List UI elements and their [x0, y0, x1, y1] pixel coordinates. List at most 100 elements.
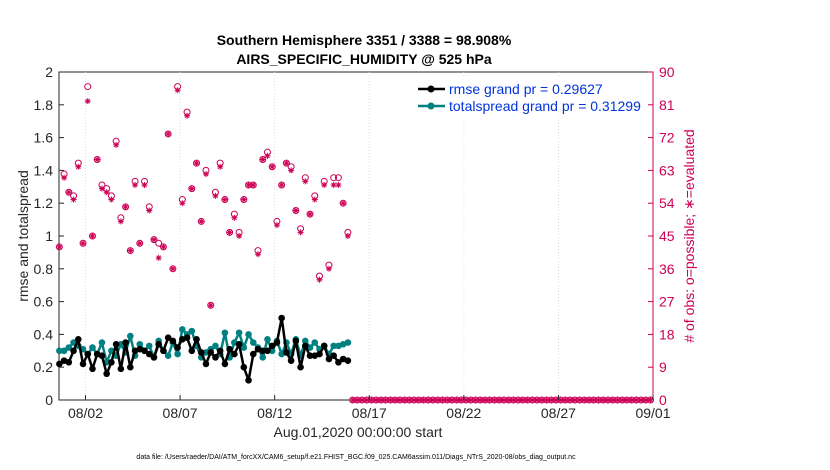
obs-zero-star: [415, 397, 422, 403]
rmse-point: [226, 345, 233, 353]
plot-area: [58, 71, 654, 401]
obs-evaluated-point: [283, 160, 290, 167]
obs-zero-star: [363, 397, 370, 403]
obs-evaluated-point: [316, 276, 323, 283]
rmse-point: [316, 350, 323, 358]
obs-evaluated-point: [65, 189, 72, 196]
obs-evaluated-markers: [56, 87, 351, 309]
obs-evaluated-point: [330, 181, 337, 188]
rmse-point: [65, 358, 73, 366]
obs-zero-star: [552, 397, 559, 403]
obs-evaluated-point: [321, 181, 328, 188]
obs-zero-star: [529, 397, 536, 403]
rmse-point: [122, 339, 129, 346]
chart-title: Southern Hemisphere 3351 / 3388 = 98.908…: [217, 32, 512, 48]
obs-evaluated-point: [278, 181, 285, 188]
obs-evaluated-point: [198, 218, 205, 225]
obs-zero-star: [359, 397, 366, 403]
obs-evaluated-point: [340, 200, 347, 207]
rmse-point: [183, 334, 191, 341]
y-tick-label: 1.4: [34, 162, 54, 178]
obs-evaluated-point: [84, 98, 91, 105]
x-axis: 08/02 08/07 08/12 08/17 08/22 08/27 09/01: [68, 395, 671, 421]
obs-evaluated-point: [103, 189, 110, 196]
obs-zero-star: [448, 397, 455, 403]
y2-tick-label: 81: [659, 97, 675, 113]
obs-zero-star: [567, 397, 574, 403]
rmse-point: [344, 357, 352, 364]
x-tick-label: 08/27: [541, 405, 576, 421]
obs-zero-star: [524, 397, 531, 403]
obs-zero-star: [439, 397, 446, 403]
y2-tick-label: 45: [659, 228, 675, 244]
obs-zero-star: [496, 397, 503, 403]
obs-zero-star: [609, 397, 616, 403]
obs-zero-star: [543, 397, 550, 403]
rmse-point: [127, 363, 134, 371]
rmse-point: [145, 350, 153, 358]
obs-zero-star: [458, 397, 465, 403]
totalspread-point: [89, 344, 96, 351]
obs-evaluated-point: [335, 181, 342, 188]
obs-evaluated-point: [221, 196, 228, 203]
rmse-point: [193, 336, 200, 343]
rmse-point: [306, 352, 314, 360]
obs-evaluated-point: [250, 181, 257, 188]
obs-possible-point: [330, 174, 338, 182]
obs-zero-star: [453, 397, 460, 403]
obs-zero-star: [477, 397, 484, 403]
obs-zero-star: [392, 397, 399, 403]
obs-zero-star: [510, 397, 517, 403]
rmse-point: [240, 363, 248, 371]
totalspread-point: [235, 329, 243, 337]
series-layer: [56, 314, 352, 384]
rmse-point: [278, 314, 285, 322]
y-tick-label: 0.6: [34, 294, 54, 310]
obs-zero-star: [581, 397, 588, 403]
totalspread-point: [245, 331, 252, 338]
rmse-point: [335, 358, 342, 366]
y2-tick-label: 90: [659, 64, 675, 80]
totalspread-point: [179, 326, 186, 333]
y-axis-label: rmse and totalspread: [15, 170, 31, 302]
rmse-point: [245, 377, 252, 384]
obs-evaluated-point: [259, 156, 266, 163]
totalspread-point: [302, 337, 309, 345]
obs-evaluated-point: [155, 254, 162, 261]
obs-zero-star: [349, 397, 356, 403]
rmse-point: [174, 344, 181, 351]
obs-zero-star: [619, 397, 626, 403]
rmse-point: [197, 349, 205, 356]
rmse-point: [74, 336, 82, 343]
obs-zero-star: [472, 397, 479, 403]
rmse-point: [287, 357, 295, 364]
obs-evaluated-point: [202, 171, 209, 178]
legend-spread-marker: [427, 102, 435, 110]
rmse-point: [216, 347, 224, 355]
rmse-point: [169, 337, 177, 345]
obs-evaluated-point: [169, 265, 176, 272]
obs-evaluated-point: [212, 192, 219, 199]
obs-evaluated-point: [307, 211, 314, 218]
obs-zero-star: [505, 397, 512, 403]
obs-possible-point: [334, 174, 342, 182]
obs-zero-star: [382, 397, 389, 403]
legend-box: [413, 77, 647, 117]
obs-evaluated-point: [80, 240, 87, 247]
obs-evaluated-point: [288, 167, 295, 174]
obs-evaluated-point: [188, 185, 195, 192]
obs-zero-star: [515, 397, 522, 403]
y-tick-label: 2: [45, 64, 53, 80]
x-tick-label: 09/01: [635, 405, 670, 421]
totalspread-point: [127, 332, 134, 340]
obs-zero-star: [534, 397, 541, 403]
rmse-point: [330, 352, 337, 360]
legend-rmse-marker: [427, 85, 435, 93]
obs-zero-star: [463, 397, 470, 403]
obs-zero-markers: [349, 396, 655, 404]
y2-tick-label: 72: [659, 130, 675, 146]
obs-zero-star: [590, 397, 597, 403]
obs-evaluated-point: [150, 236, 157, 243]
obs-zero-star: [434, 397, 441, 403]
